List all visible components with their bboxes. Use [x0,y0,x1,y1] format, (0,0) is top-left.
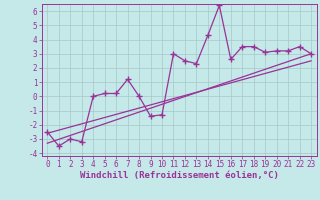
X-axis label: Windchill (Refroidissement éolien,°C): Windchill (Refroidissement éolien,°C) [80,171,279,180]
